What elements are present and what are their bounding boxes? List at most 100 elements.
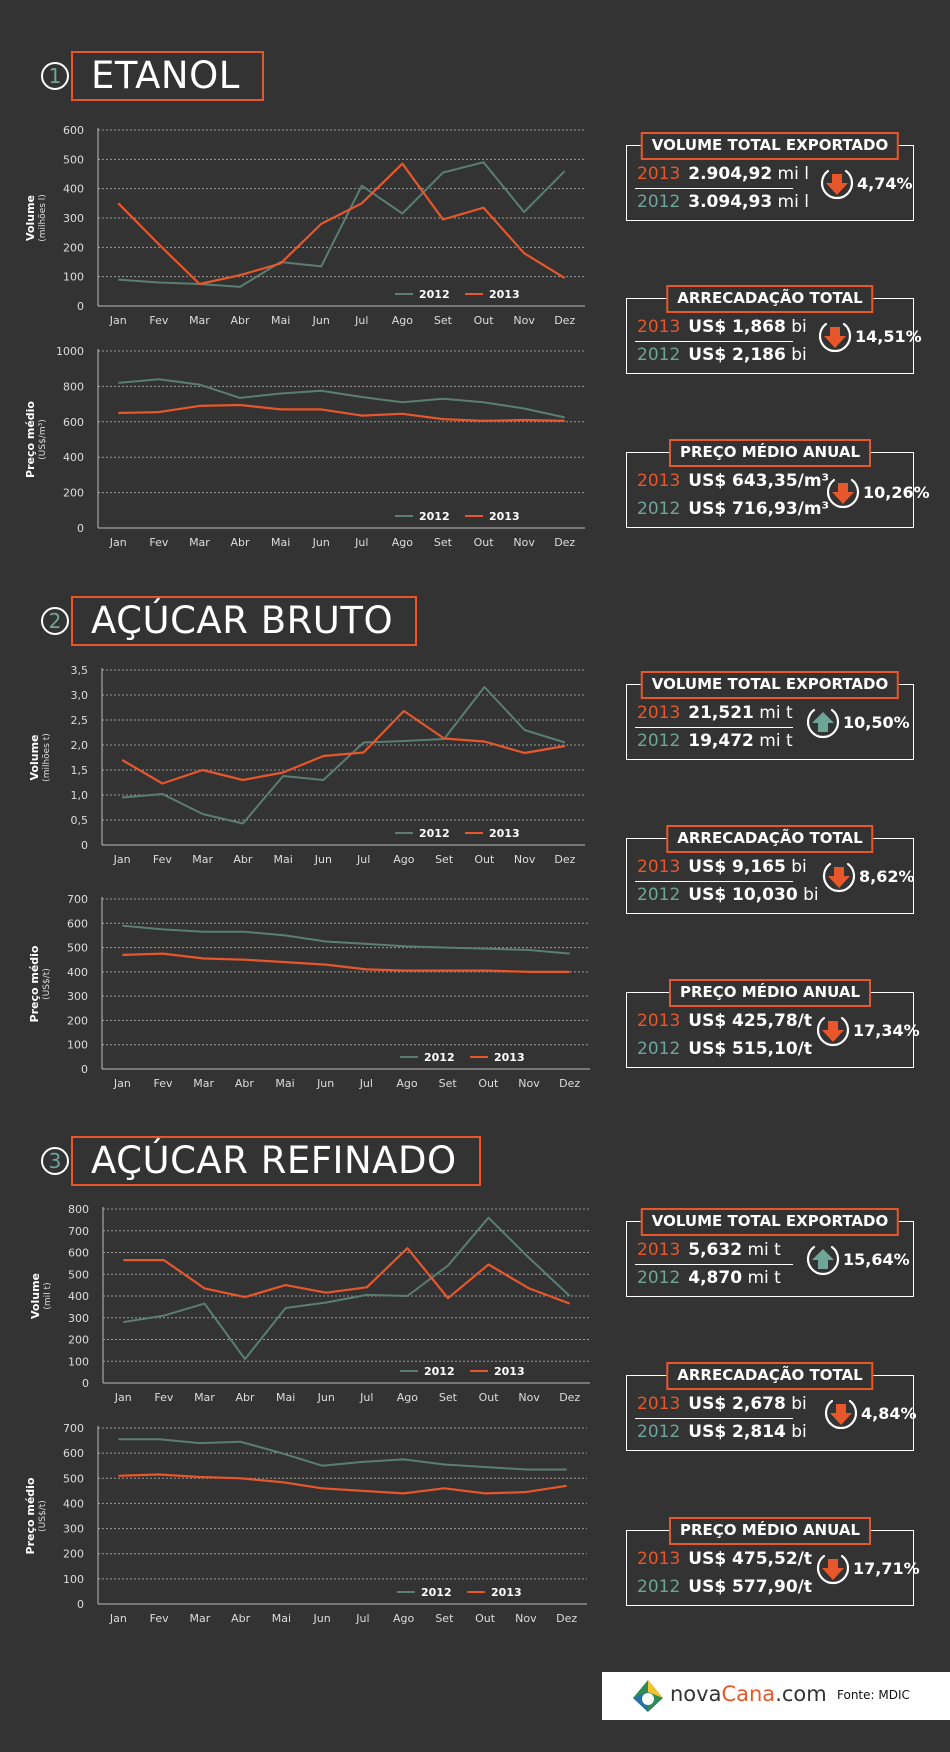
y-tick-label: 3,5 — [71, 664, 89, 677]
y-tick-label: 300 — [63, 1523, 84, 1536]
stat-row-2013: 2013 US$ 643,35/m³ — [637, 471, 829, 491]
stat-row-2013: 2013 US$ 475,52/t — [637, 1549, 812, 1569]
unit-2013: bi — [785, 317, 807, 337]
section-heading: ETANOL — [71, 51, 264, 101]
x-tick-label: Dez — [554, 536, 575, 549]
y-tick-label: 0,5 — [71, 814, 89, 827]
stat-etanol-preco: PREÇO MÉDIO ANUAL 2013 US$ 643,35/m³ 2012… — [626, 439, 930, 528]
section-title-acucar-refinado: 3 AÇÚCAR REFINADO — [41, 1136, 481, 1186]
stat-row-2012: 2012 US$ 2,814 bi — [637, 1422, 807, 1442]
arrow-up-icon — [806, 1245, 840, 1276]
stat-row-2012: 2012 US$ 10,030 bi — [637, 885, 819, 905]
stat-refinado-volume: VOLUME TOTAL EXPORTADO 2013 5,632 mi t 20… — [626, 1208, 914, 1297]
x-tick-label: Ago — [393, 1612, 415, 1625]
x-tick-label: Set — [435, 1612, 454, 1625]
x-tick-label: Jan — [113, 1077, 131, 1090]
y-tick-label: 500 — [63, 1472, 84, 1485]
section-heading: AÇÚCAR REFINADO — [71, 1136, 481, 1186]
amount-2012: US$ 10,030 — [688, 885, 798, 905]
unit-2012: mi l — [772, 192, 809, 212]
novacana-logo-icon — [633, 1680, 663, 1712]
x-tick-label: Fev — [149, 314, 168, 327]
x-tick-label: Out — [479, 1391, 500, 1404]
unit-2012: bi — [797, 885, 819, 905]
chart-etanol-volume: 0 100 200 300 400 500 600 Jan Fev Mar Abr Mai Jun Jul… — [24, 124, 585, 327]
stat-row-2013: 2013 2.904,92 mi l — [637, 164, 809, 184]
stat-percent: 4,84% — [861, 1404, 917, 1423]
year-2013: 2013 — [637, 1549, 681, 1569]
x-tick-label: Nov — [514, 853, 536, 866]
x-tick-label: Out — [474, 536, 495, 549]
year-2012: 2012 — [637, 192, 681, 212]
x-tick-label: Mar — [189, 314, 210, 327]
arrow-down-shape — [822, 1021, 844, 1042]
x-tick-label: Jul — [354, 536, 368, 549]
y-tick-label: 100 — [68, 1355, 89, 1368]
stat-row-2013: 2013 US$ 9,165 bi — [637, 857, 807, 877]
x-tick-label: Jun — [314, 853, 332, 866]
series-line-2012 — [118, 161, 566, 288]
amount-2012: 3.094,93 — [688, 192, 773, 212]
stat-percent: 10,26% — [863, 483, 930, 502]
x-tick-label: Jan — [109, 1612, 127, 1625]
stat-divider — [635, 188, 793, 189]
x-tick-label: Mai — [272, 1612, 291, 1625]
x-tick-label: Jul — [354, 314, 368, 327]
section-number: 2 — [41, 607, 69, 635]
y-tick-label: 3,0 — [71, 689, 89, 702]
stat-row-2013: 2013 US$ 1,868 bi — [637, 317, 807, 337]
y-tick-label: 100 — [63, 1573, 84, 1586]
x-tick-label: Mar — [192, 853, 213, 866]
x-tick-label: Nov — [518, 1391, 540, 1404]
section-heading: AÇÚCAR BRUTO — [71, 596, 418, 646]
amount-2013: US$ 2,678 — [688, 1394, 786, 1414]
y-tick-label: 200 — [63, 1548, 84, 1561]
section-number: 1 — [41, 62, 69, 90]
x-tick-label: Mar — [189, 536, 210, 549]
x-tick-label: Abr — [235, 1077, 255, 1090]
chart-refinado-preco: 0 100 200 300 400 500 600 700 Jan Fev Mar Abr Mai Jun… — [24, 1422, 587, 1625]
y-tick-label: 100 — [67, 1039, 88, 1052]
arrow-ring — [822, 862, 856, 893]
x-tick-label: Out — [475, 1612, 496, 1625]
stat-heading: PREÇO MÉDIO ANUAL — [669, 979, 871, 1007]
x-tick-label: Ago — [397, 1391, 419, 1404]
year-2013: 2013 — [637, 857, 681, 877]
x-tick-label: Jun — [312, 536, 330, 549]
arrow-up-icon — [806, 708, 840, 739]
year-2012: 2012 — [637, 1577, 681, 1597]
x-tick-label: Dez — [559, 1077, 580, 1090]
x-tick-label: Fev — [153, 1077, 172, 1090]
arrow-down-icon — [824, 1399, 858, 1430]
x-tick-label: Jul — [359, 1077, 373, 1090]
arrow-down-shape — [826, 174, 848, 195]
legend-label-2012: 2012 — [419, 288, 450, 301]
arrow-ring — [806, 708, 840, 739]
y-tick-label: 1,5 — [71, 764, 89, 777]
x-tick-label: Abr — [231, 314, 251, 327]
y-axis-label: Volume — [29, 1273, 42, 1319]
series-line-2013 — [123, 1247, 571, 1305]
amount-2013: 21,521 — [688, 703, 754, 723]
unit-2012: mi t — [753, 731, 793, 751]
x-tick-label: Nov — [513, 536, 535, 549]
year-2012: 2012 — [637, 731, 681, 751]
x-tick-label: Nov — [513, 314, 535, 327]
x-tick-label: Out — [474, 314, 495, 327]
y-tick-label: 500 — [67, 942, 88, 955]
y-tick-label: 0 — [77, 300, 84, 313]
y-tick-label: 400 — [63, 1497, 84, 1510]
y-tick-label: 1000 — [56, 345, 84, 358]
arrow-down-shape — [824, 327, 846, 348]
stat-row-2012: 2012 4,870 mi t — [637, 1268, 781, 1288]
amount-2012: US$ 716,93/m³ — [688, 499, 830, 519]
footer: novaCana.com Fonte: MDIC — [602, 1672, 950, 1720]
arrow-down-icon — [822, 862, 856, 893]
amount-2012: US$ 2,814 — [688, 1422, 786, 1442]
arrow-ring — [818, 322, 852, 353]
y-tick-label: 2,5 — [71, 714, 89, 727]
y-tick-label: 700 — [68, 1225, 89, 1238]
brand-part-nova: nova — [670, 1682, 722, 1706]
stat-row-2012: 2012 US$ 515,10/t — [637, 1039, 812, 1059]
x-tick-label: Jul — [356, 853, 370, 866]
